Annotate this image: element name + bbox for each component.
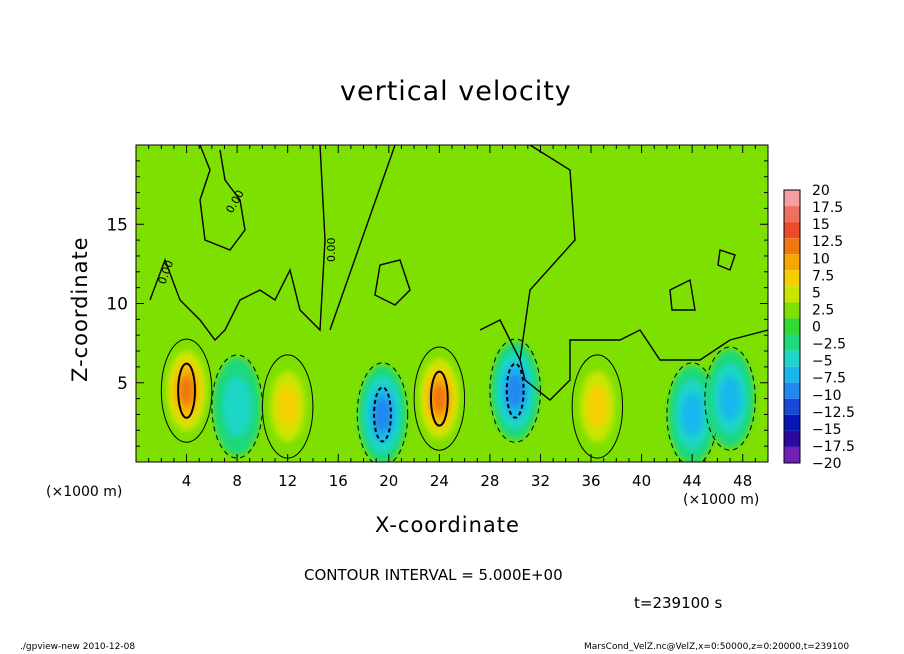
- velocity-cell-0-level-4: [179, 376, 194, 405]
- x-tick-label: 40: [632, 472, 651, 490]
- contour-cell-inner-0: [177, 362, 196, 419]
- colorbar-swatch: [784, 350, 800, 367]
- colorbar-swatch: [784, 238, 800, 255]
- velocity-cell-5-level-3: [506, 373, 524, 408]
- colorbar-frame: [783, 189, 801, 464]
- colorbar-swatch: [784, 222, 800, 239]
- velocity-cell-2-level-2: [277, 384, 299, 429]
- footer-left: ./gpview-new 2010-12-08: [20, 642, 136, 652]
- colorbar-swatch: [784, 430, 800, 447]
- y-tick-label: 5: [117, 374, 128, 394]
- colorbar-label: −17.5: [812, 439, 855, 455]
- contour-cell-4: [413, 346, 466, 451]
- x-tick-label: 36: [581, 472, 600, 490]
- velocity-cell-7-level-2: [681, 392, 703, 437]
- colorbar-label: 17.5: [812, 200, 843, 216]
- colorbar-label: 7.5: [812, 268, 834, 284]
- colorbar-swatch: [784, 366, 800, 383]
- zero-contour-4: [374, 259, 411, 306]
- velocity-cell-4-level-4: [432, 384, 447, 413]
- contour-interval: CONTOUR INTERVAL = 5.000E+00: [304, 566, 563, 584]
- time-label: t=239100 s: [634, 594, 723, 612]
- colorbar-swatch: [784, 254, 800, 271]
- colorbar-swatch: [784, 318, 800, 335]
- x-tick-label: 32: [531, 472, 550, 490]
- colorbar-label: 5: [812, 285, 821, 301]
- contour-label: 0.00: [325, 238, 338, 263]
- colorbar-label: −7.5: [812, 371, 846, 387]
- colorbar-swatch: [784, 398, 800, 415]
- zero-contour-0: [149, 145, 326, 342]
- colorbar-swatch: [784, 270, 800, 287]
- x-tick-label: 16: [329, 472, 348, 490]
- zero-contour-1: [199, 145, 246, 251]
- zero-contour-5: [669, 278, 696, 311]
- colorbar-swatch: [784, 382, 800, 399]
- x-tick-label: 8: [232, 472, 242, 490]
- x-tick-label: 44: [683, 472, 702, 490]
- colorbar-swatch: [784, 206, 800, 223]
- colorbar-label: −12.5: [812, 405, 855, 421]
- x-tick-label: 12: [278, 472, 297, 490]
- velocity-cell-1-level-1: [222, 376, 252, 437]
- x-tick-label: 20: [379, 472, 398, 490]
- x-unit-label-right: (×1000 m): [683, 492, 760, 508]
- contour-cell-8: [704, 346, 756, 451]
- zero-contours: [149, 145, 768, 401]
- colorbar-label: −2.5: [812, 337, 846, 353]
- chart-title: vertical velocity: [340, 76, 572, 107]
- x-axis-label: X-coordinate: [375, 513, 520, 537]
- x-tick-label: 48: [733, 472, 752, 490]
- colorbar-label: 2.5: [812, 302, 834, 318]
- x-unit-label-left: (×1000 m): [46, 484, 123, 500]
- contour-cell-0: [160, 338, 213, 443]
- contour-cell-6: [571, 354, 624, 459]
- contour-cell-inner-3: [373, 386, 392, 443]
- zero-contour-3: [479, 319, 768, 401]
- contour-cell-inner-5: [505, 362, 525, 419]
- velocity-cell-6-level-2: [586, 384, 609, 429]
- colorbar-swatch: [784, 334, 800, 351]
- colorbar-label: −10: [812, 388, 842, 404]
- footer-right: MarsCond_VelZ.nc@VelZ,x=0:50000,z=0:2000…: [584, 642, 850, 652]
- y-axis-label: Z-coordinate: [68, 236, 92, 382]
- colorbar-label: 10: [812, 251, 830, 267]
- colorbar-swatch: [784, 414, 800, 431]
- velocity-cells: [160, 338, 756, 462]
- zero-contour-6: [717, 249, 736, 271]
- contour-cell-5: [489, 338, 541, 443]
- velocity-cell-3-level-3: [374, 397, 391, 432]
- contour-cell-3: [356, 362, 409, 462]
- colorbar-label: −15: [812, 422, 842, 438]
- colorbar-label: −20: [812, 456, 842, 472]
- colorbar-swatch: [784, 302, 800, 319]
- contour-cell-inner-4: [429, 370, 449, 427]
- colorbar-label: −5: [812, 354, 833, 370]
- x-tick-label: 4: [182, 472, 192, 490]
- colorbar-label: 20: [812, 183, 830, 199]
- y-tick-label: 15: [106, 215, 128, 235]
- colorbar-swatch: [784, 446, 800, 463]
- colorbar-swatch: [784, 286, 800, 303]
- velocity-cell-8-level-2: [719, 376, 741, 421]
- y-tick-label: 10: [106, 295, 128, 315]
- colorbar-label: 12.5: [812, 234, 843, 250]
- x-tick-label: 24: [430, 472, 449, 490]
- colorbar-swatch: [784, 190, 800, 207]
- x-tick-label: 28: [480, 472, 499, 490]
- zero-contour-2: [329, 145, 576, 361]
- colorbar-label: 15: [812, 217, 830, 233]
- colorbar-label: 0: [812, 320, 821, 336]
